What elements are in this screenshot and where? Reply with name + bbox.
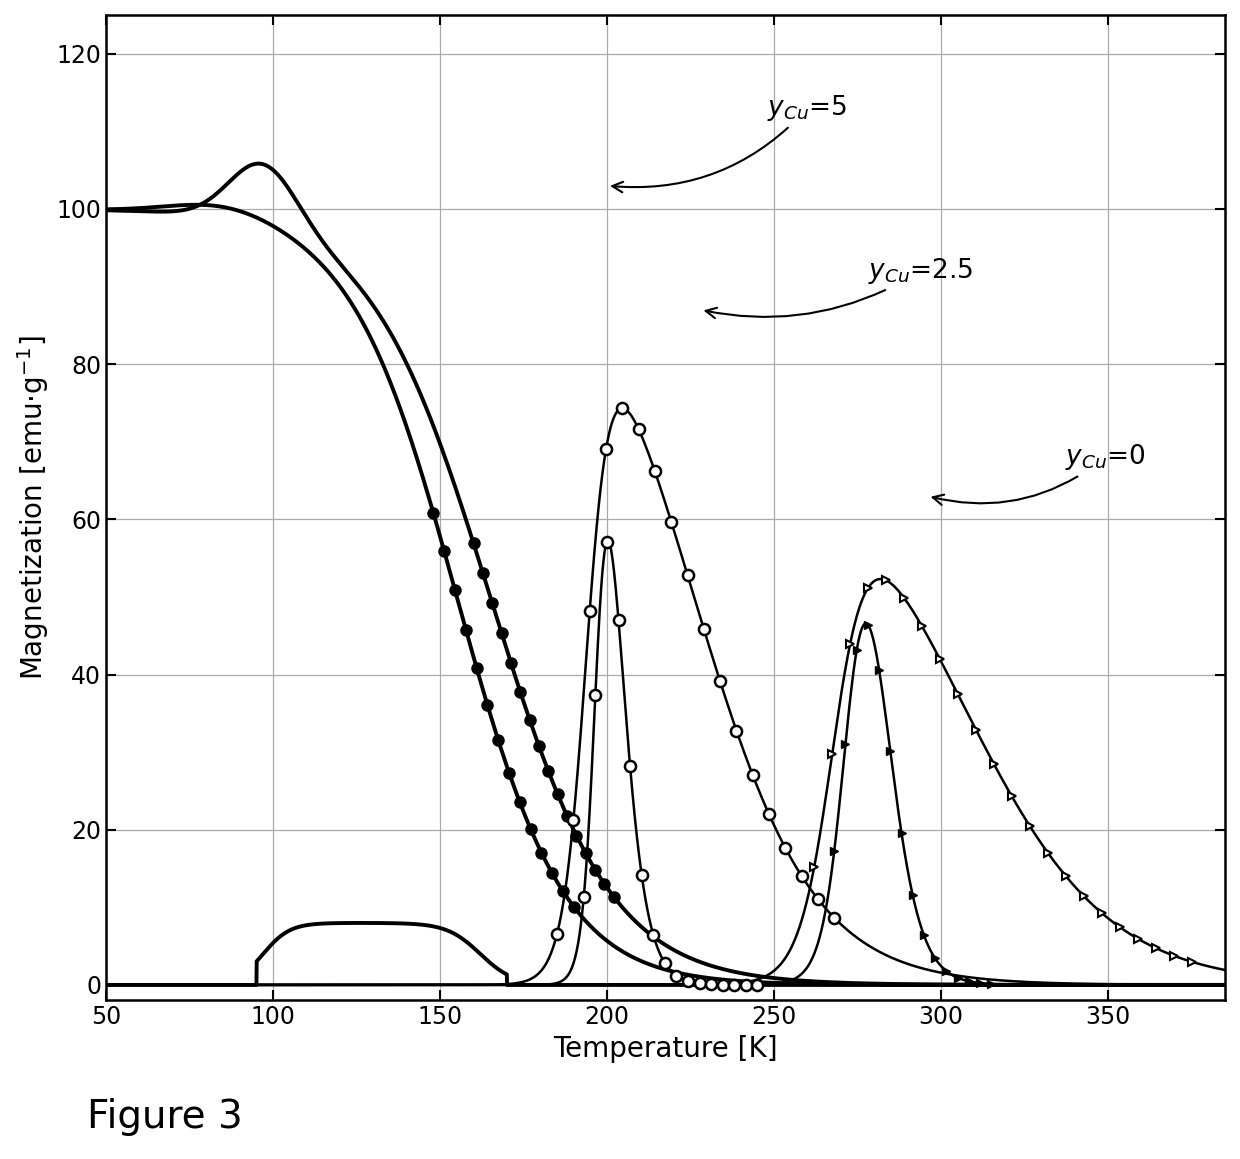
Text: $y_{Cu}$=5: $y_{Cu}$=5: [613, 93, 848, 192]
Text: Figure 3: Figure 3: [87, 1098, 243, 1136]
Text: $y_{Cu}$=0: $y_{Cu}$=0: [932, 443, 1146, 505]
Y-axis label: Magnetization [emu·g$^{-1}$]: Magnetization [emu·g$^{-1}$]: [15, 335, 51, 680]
X-axis label: Temperature [K]: Temperature [K]: [553, 1035, 777, 1063]
Text: $y_{Cu}$=2.5: $y_{Cu}$=2.5: [706, 256, 973, 318]
